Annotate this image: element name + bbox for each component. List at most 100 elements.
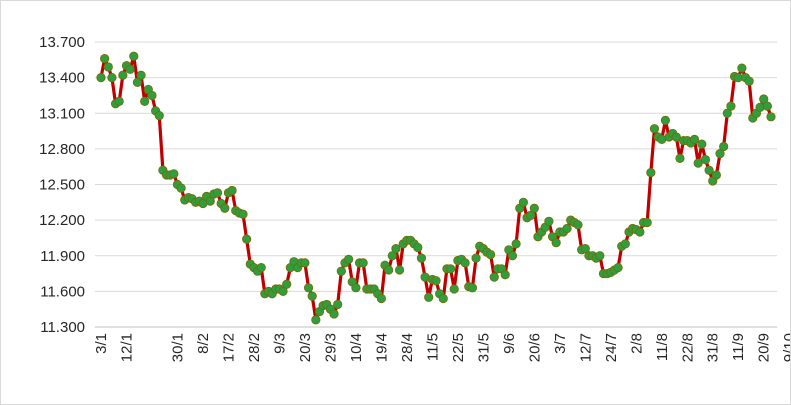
- data-point: [154, 111, 164, 121]
- data-point: [486, 249, 496, 260]
- data-point: [387, 251, 397, 261]
- data-point: [176, 183, 186, 193]
- data-point: [431, 276, 441, 286]
- data-point: [125, 64, 135, 74]
- data-point: [489, 272, 499, 282]
- data-point: [675, 153, 685, 163]
- x-tick-label: 8/2: [195, 333, 212, 354]
- x-tick-label: 30/1: [169, 333, 186, 362]
- data-point: [580, 244, 590, 254]
- data-point: [424, 292, 434, 302]
- x-tick-label: 20/6: [526, 333, 543, 362]
- series-markers: [96, 51, 776, 325]
- x-tick-label: 20/3: [297, 333, 314, 362]
- data-point: [136, 70, 146, 80]
- data-point: [333, 299, 343, 310]
- data-point: [737, 63, 747, 73]
- data-point: [722, 108, 732, 118]
- x-tick-label: 11/8: [654, 333, 671, 361]
- data-point: [416, 253, 427, 263]
- data-point: [114, 96, 124, 106]
- data-point: [100, 54, 110, 64]
- x-tick-label: 3/1: [93, 333, 110, 354]
- data-point: [649, 124, 660, 134]
- data-point: [551, 238, 561, 248]
- data-point: [646, 168, 656, 178]
- data-point: [573, 220, 583, 230]
- data-point: [460, 258, 470, 268]
- data-point: [700, 154, 711, 165]
- x-tick-label: 22/8: [679, 333, 696, 362]
- data-point: [344, 254, 354, 264]
- data-point: [762, 101, 772, 111]
- data-point: [518, 197, 528, 207]
- data-point: [438, 293, 448, 304]
- y-tick-label: 11.900: [40, 248, 85, 265]
- data-point: [384, 265, 394, 275]
- y-tick-label: 13.100: [39, 105, 85, 122]
- data-point: [413, 242, 423, 253]
- y-tick-label: 12.500: [39, 177, 85, 194]
- data-point: [693, 158, 703, 168]
- x-tick-label: 20/9: [756, 333, 773, 362]
- x-tick-label: 12/7: [577, 333, 594, 362]
- data-point: [329, 309, 339, 319]
- data-point: [449, 284, 459, 294]
- data-point: [220, 203, 230, 213]
- data-point: [715, 149, 725, 159]
- x-tick-label: 3/7: [552, 333, 569, 354]
- data-point: [212, 188, 223, 198]
- x-tick-label: 24/7: [603, 333, 620, 362]
- data-point: [391, 244, 401, 254]
- x-tick-label: 28/2: [246, 333, 263, 362]
- data-point: [595, 251, 605, 261]
- x-tick-label: 19/4: [373, 333, 390, 362]
- data-point: [129, 51, 139, 61]
- x-tick-label: 31/5: [475, 333, 492, 362]
- data-point: [336, 266, 346, 276]
- data-point: [256, 263, 266, 273]
- x-tick-label: 9/10: [781, 333, 790, 362]
- x-tick-label: 17/2: [220, 333, 237, 362]
- y-tick-label: 12.200: [39, 212, 85, 229]
- data-point: [147, 90, 157, 101]
- x-tick-label: 2/8: [628, 333, 645, 354]
- data-point: [544, 216, 554, 226]
- data-point: [711, 170, 721, 180]
- data-point: [719, 141, 729, 152]
- x-tick-label: 9/3: [271, 333, 288, 354]
- data-point: [511, 239, 521, 249]
- data-point: [689, 134, 700, 144]
- data-point: [635, 227, 645, 237]
- data-point: [307, 291, 317, 301]
- x-tick-label: 11/9: [730, 333, 747, 361]
- data-point: [562, 223, 572, 234]
- y-tick-label: 11.300: [40, 319, 85, 336]
- data-point: [103, 62, 113, 72]
- y-tick-label: 13.700: [39, 34, 85, 51]
- data-point: [744, 76, 754, 86]
- data-point: [311, 315, 321, 325]
- data-point: [169, 169, 179, 179]
- data-point: [132, 77, 143, 87]
- data-point: [697, 139, 707, 149]
- data-point: [358, 258, 368, 268]
- data-point: [526, 210, 536, 220]
- data-point: [205, 196, 215, 206]
- gridlines: [95, 41, 777, 328]
- data-point: [278, 286, 288, 296]
- data-point: [471, 253, 481, 263]
- data-point: [620, 239, 630, 249]
- x-tick-label: 12/1: [118, 333, 135, 362]
- data-point: [759, 94, 769, 104]
- data-point: [642, 217, 652, 228]
- data-point: [726, 101, 736, 111]
- x-tick-label: 10/4: [348, 333, 365, 362]
- data-point: [613, 263, 623, 273]
- data-point: [704, 165, 714, 175]
- data-point: [282, 279, 292, 289]
- y-tick-label: 11.600: [40, 283, 85, 300]
- data-point: [500, 270, 510, 280]
- data-point: [107, 73, 117, 83]
